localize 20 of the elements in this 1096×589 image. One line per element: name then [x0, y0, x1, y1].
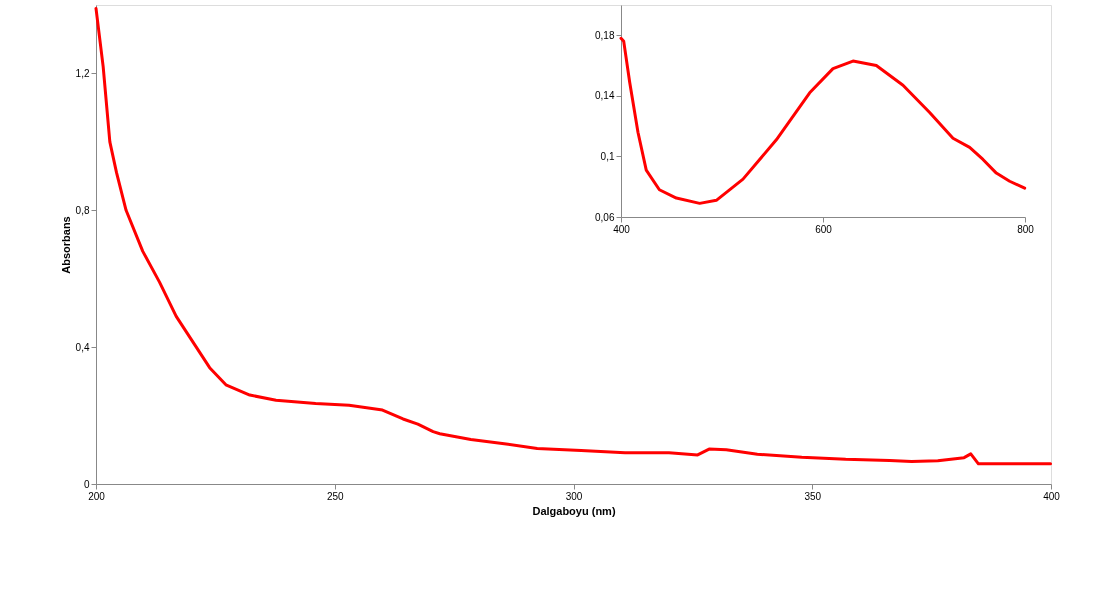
- y-tick-label: 0,8: [75, 204, 90, 216]
- x-tick-label: 350: [804, 490, 822, 502]
- y-tick-label: 0,4: [75, 341, 90, 353]
- y-tick-label: 0,06: [595, 211, 615, 223]
- y-tick-label: 1,2: [75, 67, 90, 79]
- x-tick-label: 600: [815, 223, 833, 235]
- x-tick-label: 400: [613, 223, 631, 235]
- line-series: [94, 6, 1053, 466]
- x-tick-label: 250: [326, 490, 345, 502]
- x-tick-label: 200: [88, 490, 106, 502]
- x-tick-label: 300: [565, 490, 583, 502]
- x-tick-label: 800: [1017, 223, 1035, 235]
- y-tick-label: 0,18: [595, 29, 615, 41]
- y-tick-label: 0: [83, 478, 90, 490]
- line-series: [619, 36, 1027, 205]
- y-tick-label: 0,14: [595, 90, 615, 102]
- y-axis-title: Absorbans: [59, 216, 72, 274]
- x-tick-label: 400: [1043, 490, 1061, 502]
- x-axis-title: Dalgaboyu (nm): [532, 504, 616, 517]
- y-tick-label: 0,1: [600, 150, 615, 162]
